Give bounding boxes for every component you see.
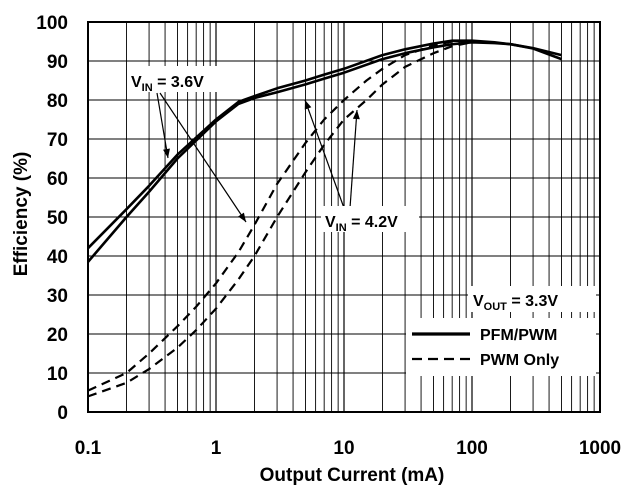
- x-tick-label: 1000: [579, 438, 621, 459]
- x-tick-label: 100: [456, 438, 488, 459]
- arrowhead: [163, 148, 170, 158]
- annotation-arrowheads: [163, 100, 360, 222]
- series-line-pwm-only-4v2v: [87, 41, 473, 398]
- legend-label-pfm-pwm: PFM/PWM: [480, 327, 557, 344]
- anno-vin36-sub: IN: [142, 82, 153, 94]
- tick-labels: 0.1 1 10 100 1000 0 10 20 30 40 50 60 70 80 90 100: [36, 13, 621, 459]
- svg-text:VIN = 3.6V: VIN = 3.6V: [131, 74, 204, 94]
- anno-vin36-rest: = 3.6V: [153, 74, 204, 91]
- arrowhead: [304, 100, 312, 110]
- y-tick-label: 70: [47, 130, 68, 151]
- y-tick-label: 90: [47, 52, 68, 73]
- anno-vout-rest: = 3.3V: [507, 293, 558, 310]
- annotation-leaders: [156, 92, 358, 223]
- legend-label-pwm-only: PWM Only: [480, 352, 559, 369]
- arrowhead: [352, 110, 360, 120]
- anno-vin42-rest: = 4.2V: [347, 214, 398, 231]
- anno-vout-main: V: [473, 293, 484, 310]
- y-tick-label: 50: [47, 208, 68, 229]
- series-line-pwm-only-3v6v: [87, 39, 473, 392]
- y-tick-label: 10: [47, 364, 68, 385]
- y-tick-label: 20: [47, 325, 68, 346]
- svg-text:VOUT = 3.3V: VOUT = 3.3V: [473, 293, 558, 313]
- annotation-vin-4v2: VIN = 4.2V: [321, 206, 419, 234]
- y-tick-label: 40: [47, 247, 68, 268]
- annotation-vin-3v6: VIN = 3.6V: [127, 66, 220, 94]
- anno-vin42-sub: IN: [336, 222, 347, 234]
- leader-3v6-solid: [156, 92, 169, 159]
- leader-3v6-dashed: [159, 92, 247, 223]
- y-tick-label: 60: [47, 169, 68, 190]
- anno-vin42-main: V: [325, 214, 336, 231]
- series-line-pfm-pwm-4v2v: [87, 40, 562, 263]
- leader-4v2-solid: [304, 99, 345, 209]
- y-tick-label: 100: [36, 13, 68, 34]
- anno-vout-sub: OUT: [484, 301, 508, 313]
- annotation-vout: VOUT = 3.3V: [468, 286, 596, 313]
- plot-frame: [87, 21, 601, 413]
- x-tick-label: 1: [211, 438, 222, 459]
- x-axis-title: Output Current (mA): [260, 465, 445, 485]
- y-tick-label: 0: [57, 403, 68, 424]
- legend: PFM/PWM PWM Only: [406, 318, 596, 376]
- svg-text:VIN = 4.2V: VIN = 4.2V: [325, 214, 398, 234]
- arrowhead: [238, 212, 246, 222]
- anno-vin36-main: V: [131, 74, 142, 91]
- leader-4v2-dashed: [349, 109, 358, 209]
- x-tick-label: 0.1: [75, 438, 102, 459]
- y-tick-label: 30: [47, 286, 68, 307]
- x-tick-label: 10: [333, 438, 354, 459]
- series-lines: [87, 39, 562, 398]
- y-tick-label: 80: [47, 91, 68, 112]
- y-axis-title: Efficiency (%): [11, 152, 32, 277]
